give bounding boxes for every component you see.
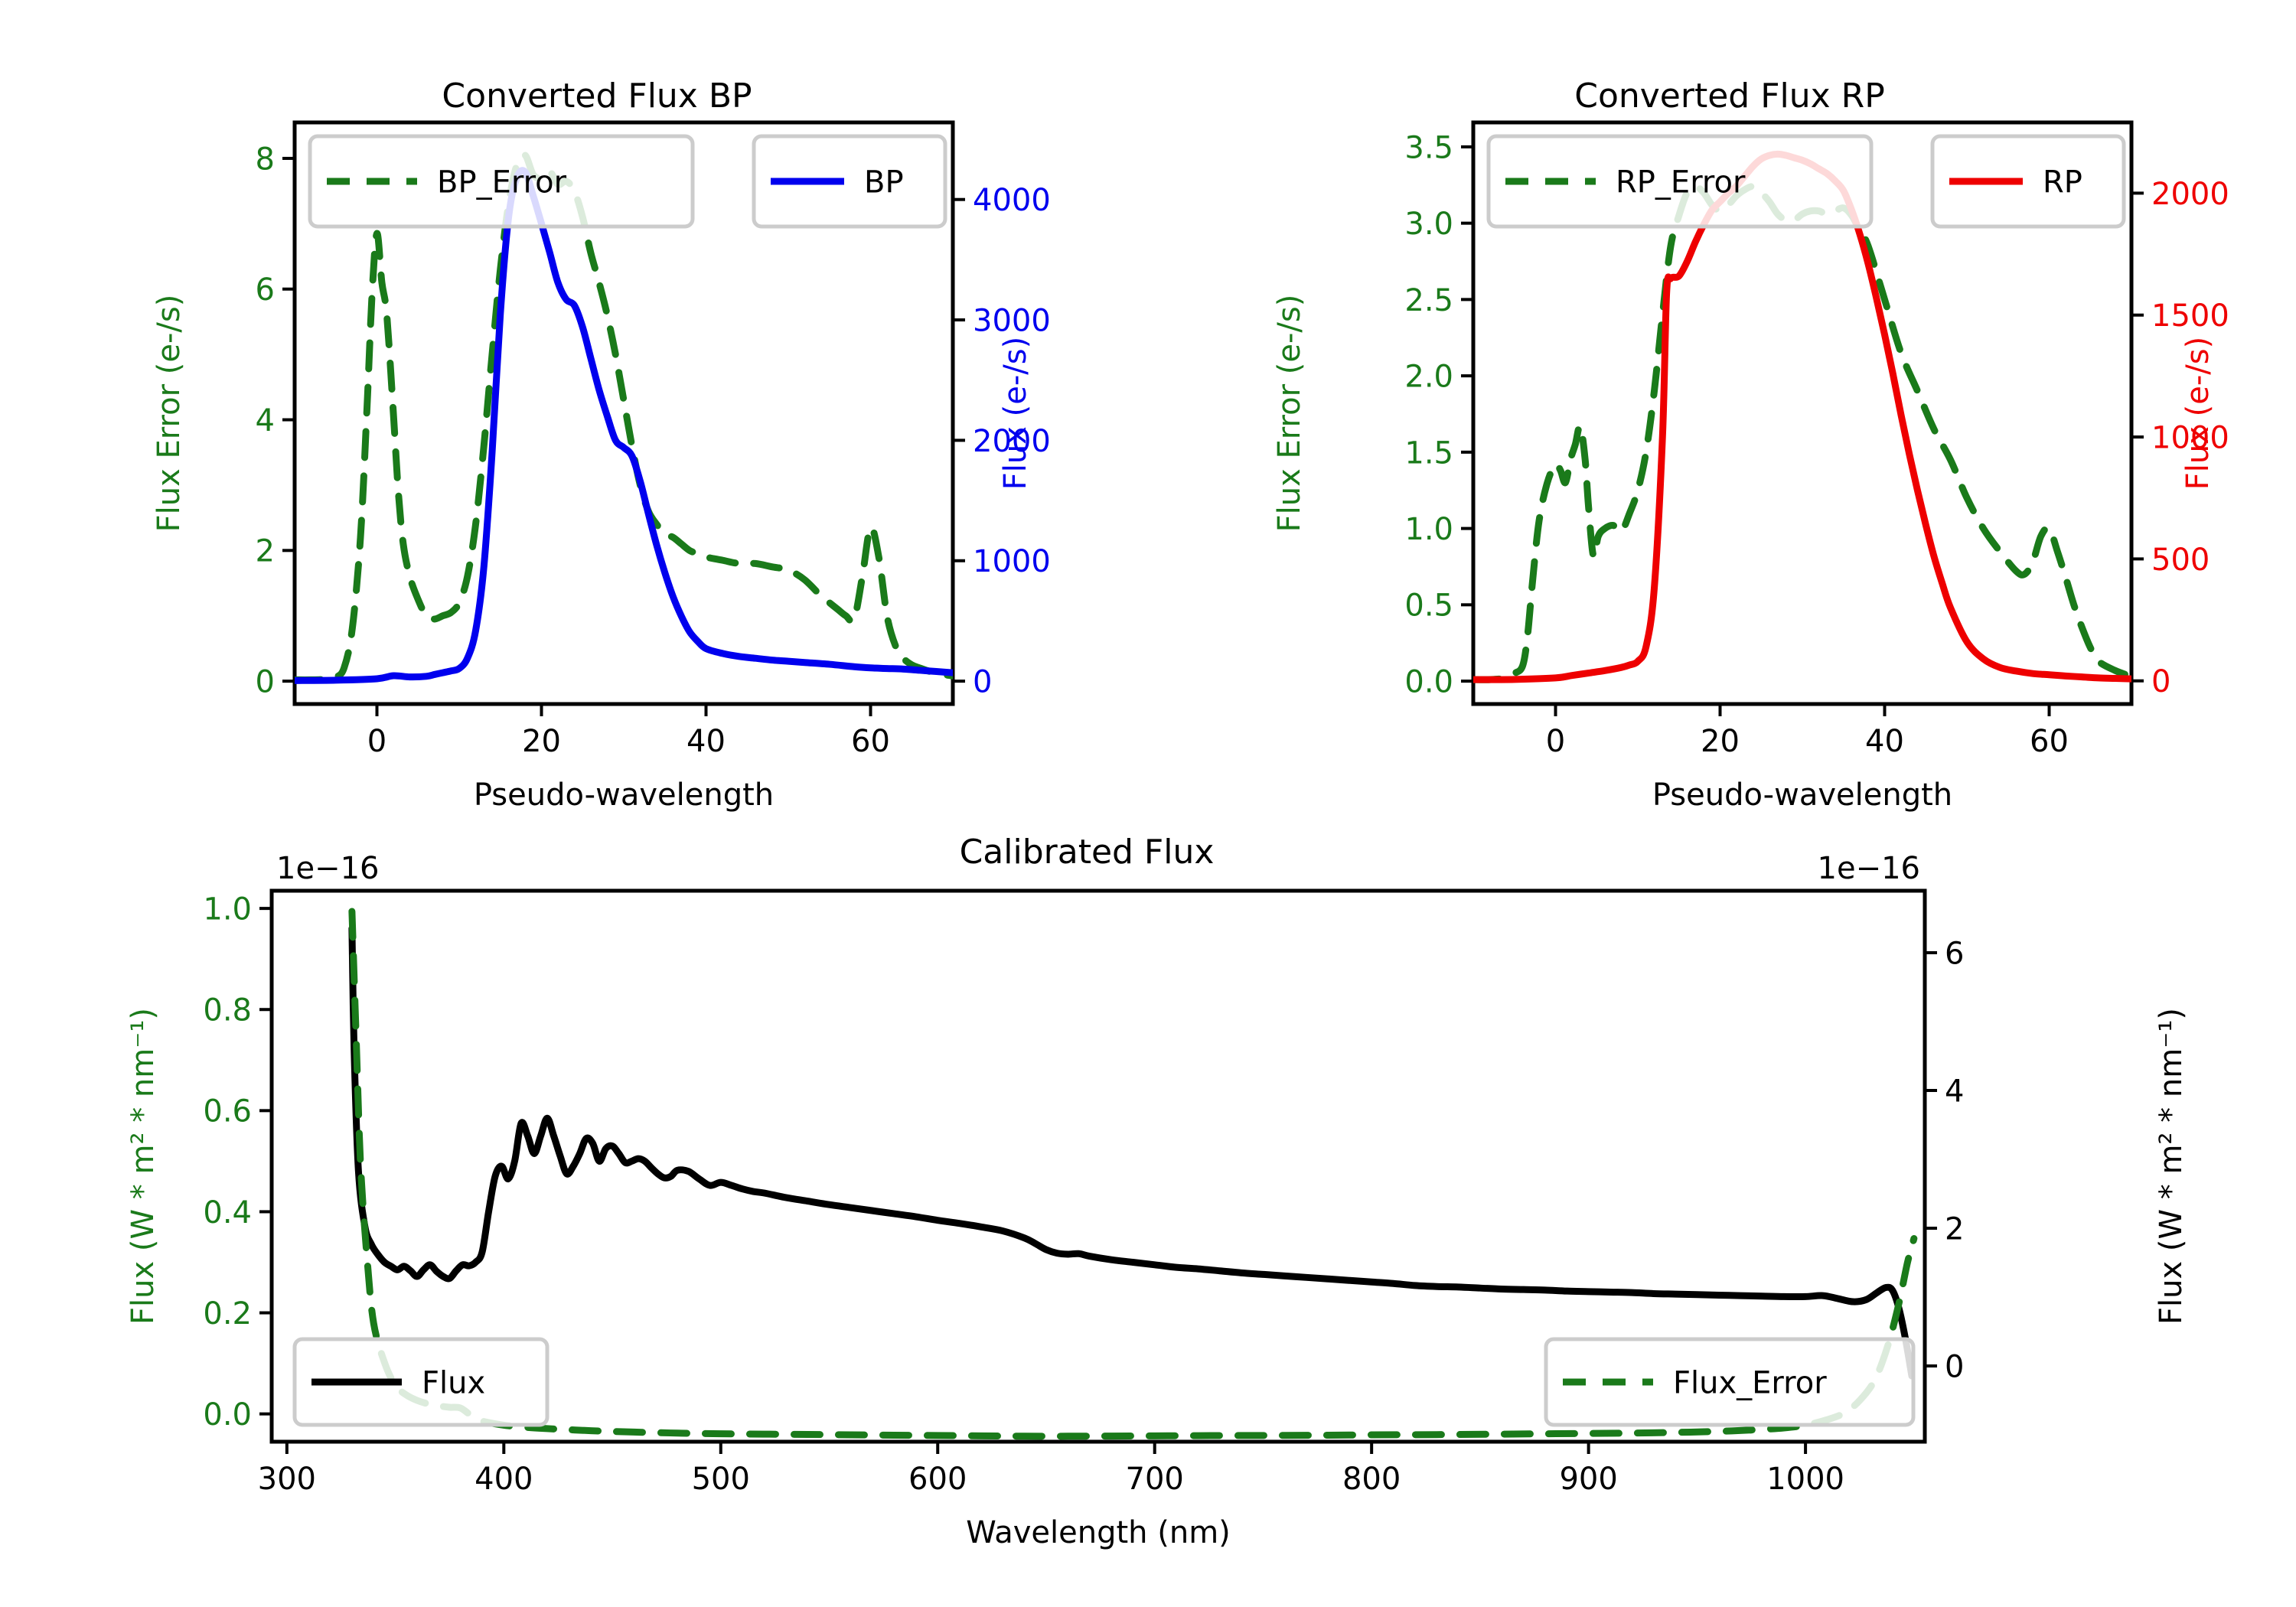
legend-box — [1544, 1337, 1916, 1427]
y-tick-label-left: 2.0 — [1404, 360, 1453, 395]
x-tick-label: 20 — [522, 724, 561, 759]
y-tick-label-left: 0 — [256, 665, 275, 700]
y-axis-label-right: Flux (e-/s) — [2180, 337, 2216, 490]
panel-converted-flux-bp: Converted Flux BP 0 20 40 60Pseudo-waveleng… — [152, 77, 1051, 813]
y-tick-label-left: 0.2 — [203, 1296, 252, 1332]
legend-box — [292, 1337, 550, 1427]
y-tick-label-left: 3.0 — [1404, 207, 1453, 242]
calibrated-panel-title: Calibrated Flux — [960, 833, 1215, 872]
legend-rp-error: RP_Error — [1486, 134, 1874, 229]
legend-label-bp-error: BP_Error — [437, 165, 567, 200]
x-tick-label: 60 — [851, 724, 890, 759]
series-bp-error — [295, 151, 953, 683]
panel-converted-flux-rp: Converted Flux RP 0 20 40 60 Pseudo-waveleng… — [1272, 77, 2229, 813]
legend-label-rp: RP — [2043, 165, 2082, 200]
series-rp — [1473, 150, 2131, 683]
y-tick-label-right: 0 — [1945, 1349, 1964, 1384]
panel-calibrated-flux: Calibrated Flux 300 400 500 600 700 800 900 100… — [126, 833, 2189, 1550]
legend-rp: RP — [1930, 134, 2126, 229]
y-tick-label-left: 1.0 — [1404, 512, 1453, 547]
legend-bp: BP — [752, 134, 947, 229]
y-tick-label-left: 1.0 — [203, 892, 252, 927]
plot-frame — [1471, 120, 2134, 706]
legend-label-rp-error: RP_Error — [1616, 165, 1746, 200]
x-tick-label: 300 — [258, 1462, 316, 1497]
y-tick-label-right: 0 — [2151, 664, 2170, 699]
y-tick-label-left: 8 — [256, 142, 275, 177]
y-tick-label-right: 1000 — [2151, 420, 2229, 455]
y-tick-label-left: 3.5 — [1404, 130, 1453, 165]
y-tick-label-left: 6 — [256, 272, 275, 308]
x-axis-label: Pseudo-wavelength — [474, 777, 774, 813]
x-tick-label: 0 — [1546, 724, 1565, 759]
x-tick-label: 0 — [367, 724, 386, 759]
legend-box — [308, 134, 695, 229]
series-bp — [295, 167, 953, 684]
y-axis-label-left: Flux (W * m² * nm⁻¹) — [126, 1008, 161, 1325]
y-tick-label-right: 4000 — [973, 183, 1051, 218]
legend-bp-error: BP_Error — [308, 134, 695, 229]
legend-box — [752, 134, 947, 229]
x-tick-label: 60 — [2030, 724, 2069, 759]
legend-label-flux: Flux — [422, 1365, 485, 1400]
plot-frame — [269, 888, 1927, 1444]
y-tick-label-right: 6 — [1945, 936, 1964, 971]
rp-panel-title: Converted Flux RP — [1574, 77, 1885, 116]
y-tick-label-left: 0.6 — [203, 1094, 252, 1129]
x-tick-label: 1000 — [1766, 1462, 1844, 1497]
y-axis-label-left: Flux Error (e-/s) — [1272, 295, 1307, 533]
legend-box — [1930, 134, 2126, 229]
x-tick-label: 40 — [687, 724, 726, 759]
x-tick-label: 700 — [1126, 1462, 1184, 1497]
plot-frame — [292, 120, 955, 706]
y-tick-label-right: 2000 — [2151, 177, 2229, 212]
y-tick-label-right: 1500 — [2151, 298, 2229, 334]
y-tick-label-right: 1000 — [973, 544, 1051, 579]
x-tick-label: 500 — [692, 1462, 750, 1497]
y-tick-label-left: 2.5 — [1404, 283, 1453, 318]
y-offset-left: 1e−16 — [276, 851, 379, 886]
y-tick-label-right: 500 — [2151, 543, 2210, 578]
y-tick-label-right: 0 — [973, 665, 992, 700]
x-tick-label: 600 — [908, 1462, 967, 1497]
legend-flux-error: Flux_Error — [1544, 1337, 1916, 1427]
series-flux — [348, 925, 1916, 1380]
y-axis-label-right: Flux (e-/s) — [998, 337, 1033, 490]
y-tick-label-left: 4 — [256, 403, 275, 438]
y-tick-label-left: 0.4 — [203, 1195, 252, 1231]
y-tick-label-right: 3000 — [973, 303, 1051, 338]
x-axis-label: Pseudo-wavelength — [1652, 777, 1952, 813]
x-tick-label: 400 — [475, 1462, 533, 1497]
y-offset-right: 1e−16 — [1818, 851, 1920, 886]
y-axis-label-right: Flux (W * m² * nm⁻¹) — [2154, 1008, 2189, 1325]
y-tick-label-left: 0.0 — [203, 1397, 252, 1433]
legend-label-flux-error: Flux_Error — [1673, 1365, 1827, 1400]
y-axis-label-left: Flux Error (e-/s) — [152, 295, 187, 533]
y-tick-label-left: 1.5 — [1404, 435, 1453, 471]
y-tick-label-left: 0.5 — [1404, 588, 1453, 624]
bp-panel-title: Converted Flux BP — [442, 77, 752, 116]
x-tick-label: 800 — [1342, 1462, 1401, 1497]
y-tick-label-right: 4 — [1945, 1074, 1964, 1109]
x-tick-label: 20 — [1701, 724, 1740, 759]
x-tick-label: 900 — [1559, 1462, 1617, 1497]
x-axis-label: Wavelength (nm) — [966, 1515, 1231, 1550]
y-tick-label-right: 2000 — [973, 424, 1051, 459]
legend-label-bp: BP — [864, 165, 904, 200]
y-tick-label-left: 0.8 — [203, 993, 252, 1028]
y-tick-label-right: 2 — [1945, 1211, 1964, 1247]
legend-box — [1486, 134, 1874, 229]
series-rp-error — [1473, 183, 2131, 683]
y-tick-label-left: 2 — [256, 534, 275, 569]
x-tick-label: 40 — [1865, 724, 1904, 759]
legend-flux: Flux — [292, 1337, 550, 1427]
y-tick-label-left: 0.0 — [1404, 664, 1453, 699]
